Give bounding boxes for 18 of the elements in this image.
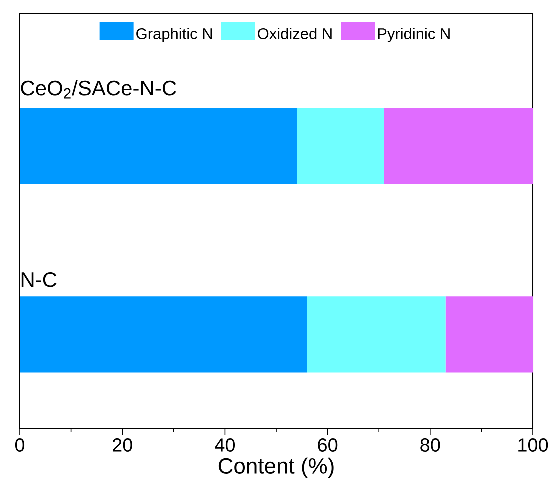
x-tick-label: 60 (318, 438, 338, 452)
bar (384, 108, 534, 184)
x-tick-label: 100 (518, 438, 548, 452)
y-tick-label: N-C (22, 272, 57, 288)
y-tick-label: CeO$_{2}$/SACe-N-C (21, 80, 176, 99)
x-tick-label: 0 (15, 438, 25, 452)
x-axis-title: Content (%) (218, 458, 334, 478)
bar (446, 296, 534, 373)
bar (20, 108, 298, 184)
x-tick-label: 80 (420, 438, 440, 452)
legend-label: Oxidized N (258, 28, 332, 40)
legend-label: Graphitic N (136, 28, 212, 43)
bar (20, 296, 308, 373)
legend-label: Pyridinic N (378, 28, 450, 43)
x-tick-label: 20 (112, 438, 132, 452)
x-tick-label: 40 (215, 438, 236, 452)
bar (297, 108, 384, 184)
bar (307, 296, 446, 373)
